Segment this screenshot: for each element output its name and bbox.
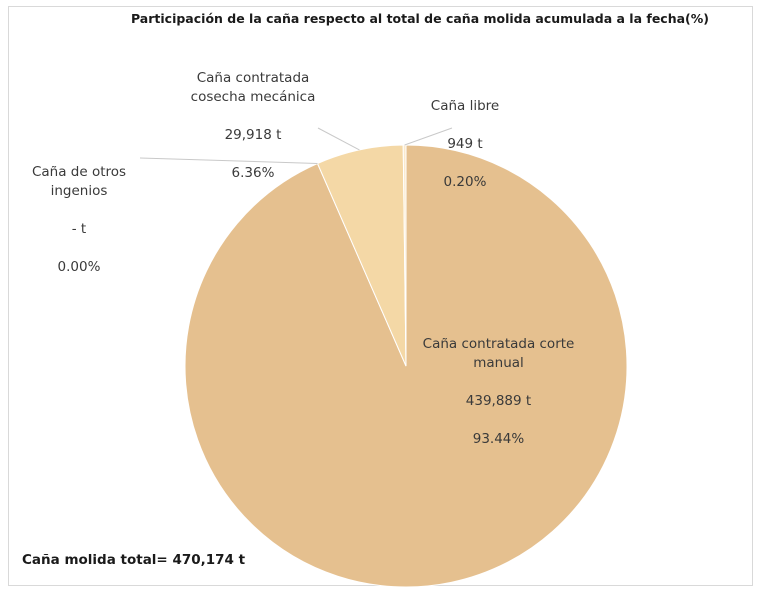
slice-label-cana-libre: Caña libre 949 t 0.20%: [420, 78, 510, 192]
slice-label-name: Caña libre: [430, 98, 500, 114]
slice-label-value: - t: [71, 221, 87, 237]
slice-label-value: 439,889 t: [465, 393, 532, 409]
slice-label-corte-manual: Caña contratada corte manual 439,889 t 9…: [416, 316, 581, 449]
slice-label-name: Caña de otros ingenios: [31, 164, 127, 199]
slice-label-percent: 0.00%: [57, 259, 101, 275]
slice-label-percent: 93.44%: [472, 431, 525, 447]
slice-label-cosecha-mecanica: Caña contratada cosecha mecánica 29,918 …: [188, 50, 318, 183]
leader-line-otros-ingenios: [139, 157, 318, 164]
chart-title: Participación de la caña respecto al tot…: [130, 11, 709, 26]
slice-label-percent: 6.36%: [231, 165, 275, 181]
slice-label-otros-ingenios: Caña de otros ingenios - t 0.00%: [14, 144, 144, 277]
slice-label-value: 29,918 t: [224, 127, 282, 143]
slice-label-value: 949 t: [447, 136, 483, 152]
leader-line-cana-libre: [404, 127, 453, 146]
slice-label-name: Caña contratada cosecha mecánica: [190, 70, 316, 105]
leader-line-cosecha-mecanica: [317, 127, 360, 151]
total-label: Caña molida total= 470,174 t: [22, 552, 246, 568]
slice-label-percent: 0.20%: [443, 174, 487, 190]
slice-label-name: Caña contratada corte manual: [422, 336, 575, 371]
